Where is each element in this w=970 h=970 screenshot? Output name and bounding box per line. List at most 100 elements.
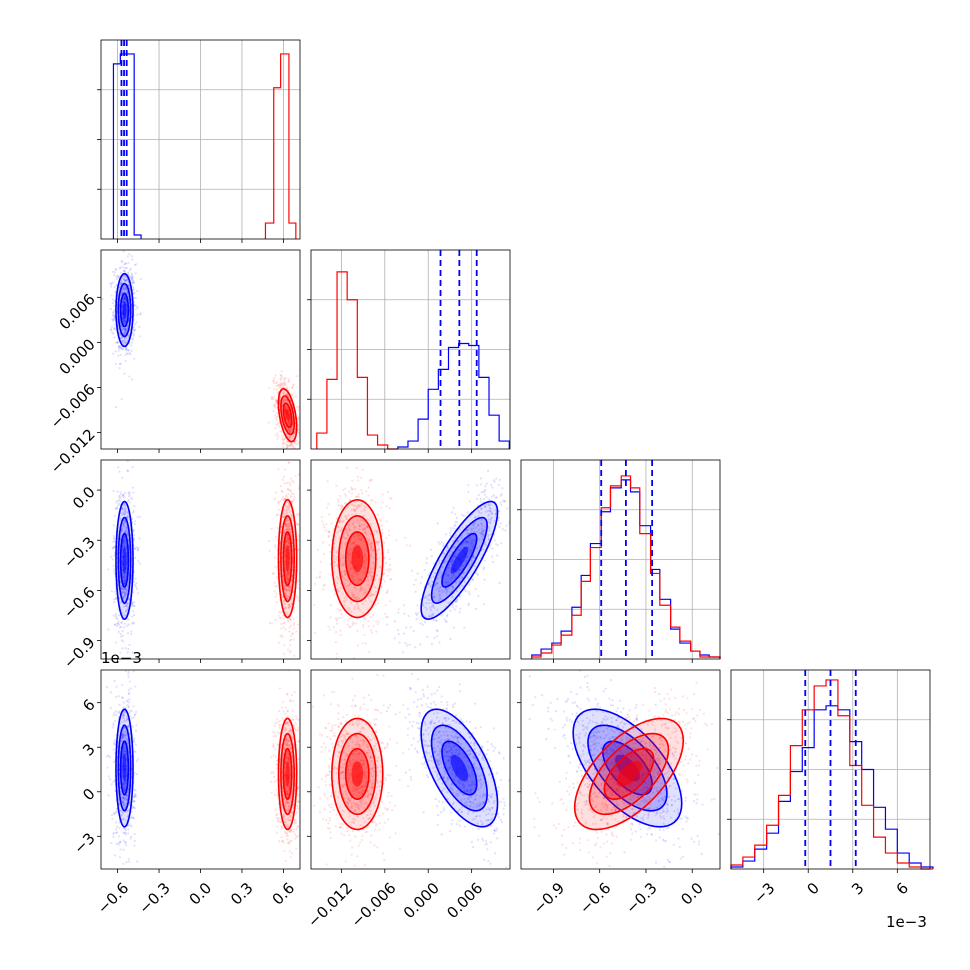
scatter-point <box>381 501 384 504</box>
scatter-point <box>133 771 136 774</box>
scatter-point <box>124 319 127 323</box>
scatter-point <box>132 878 134 880</box>
scatter-point <box>109 282 112 285</box>
scatter-point <box>115 501 118 504</box>
scatter-point <box>276 388 279 391</box>
scatter-point <box>117 502 120 505</box>
scatter-point <box>124 513 127 516</box>
scatter-point <box>128 253 131 256</box>
scatter-point <box>487 498 491 501</box>
scatter-point <box>498 581 501 585</box>
scatter-point <box>354 456 356 458</box>
scatter-point <box>136 306 139 309</box>
scatter-point <box>340 612 343 616</box>
scatter-point <box>471 578 474 581</box>
scatter-point <box>120 639 123 642</box>
axes-frame <box>520 459 721 660</box>
scatter-point <box>131 285 135 289</box>
scatter-point <box>123 297 126 300</box>
scatter-point <box>124 329 127 333</box>
scatter-point <box>287 506 290 509</box>
scatter-point <box>297 579 300 582</box>
scatter-point <box>280 376 283 379</box>
scatter-point <box>291 502 294 505</box>
scatter-point <box>440 614 443 617</box>
scatter-point <box>138 325 141 329</box>
scatter-point <box>379 519 382 522</box>
scatter-point <box>133 844 136 847</box>
scatter-point <box>126 699 129 702</box>
scatter-point <box>281 435 284 438</box>
scatter-point <box>127 272 130 275</box>
scatter-point <box>275 584 279 587</box>
scatter-point <box>121 513 124 517</box>
scatter-point <box>293 654 296 657</box>
scatter-point <box>313 603 316 607</box>
scatter-point <box>395 539 398 542</box>
scatter-point <box>449 531 452 534</box>
scatter-point <box>284 405 287 408</box>
scatter-point <box>279 499 282 503</box>
scatter-point <box>126 532 129 536</box>
scatter-point <box>302 589 304 591</box>
scatter-point <box>135 582 138 585</box>
scatter-point <box>284 529 287 532</box>
scatter-point <box>336 622 339 625</box>
scatter-point <box>123 541 126 545</box>
scatter-point <box>123 511 126 514</box>
scatter-point <box>134 272 137 275</box>
scatter-point <box>516 482 518 484</box>
scatter-point <box>112 568 116 571</box>
scatter-point <box>287 440 290 444</box>
scatter-point <box>112 534 115 538</box>
scatter-point <box>425 557 429 560</box>
scatter-point <box>134 743 138 746</box>
scatter-point <box>467 590 470 594</box>
scatter-point <box>120 324 123 327</box>
scatter-point <box>134 556 137 560</box>
scatter-point <box>270 397 273 400</box>
scatter-point <box>288 451 290 453</box>
scatter-point <box>113 570 116 573</box>
scatter-point <box>288 603 291 606</box>
scatter-point <box>133 583 137 587</box>
scatter-point <box>282 537 285 540</box>
scatter-point <box>122 297 125 301</box>
scatter-point <box>132 279 135 282</box>
scatter-point <box>313 631 317 634</box>
scatter-point <box>279 374 282 377</box>
scatter-point <box>112 540 115 543</box>
scatter-point <box>385 568 388 572</box>
histogram-series <box>531 475 721 659</box>
scatter-point <box>355 622 358 625</box>
scatter-point <box>133 547 137 550</box>
scatter-point <box>287 524 290 527</box>
scatter-point <box>479 497 482 501</box>
scatter-point <box>120 588 123 591</box>
scatter-point <box>111 331 114 334</box>
scatter-point <box>286 571 289 575</box>
scatter-point <box>130 604 133 607</box>
scatter-point <box>285 506 288 509</box>
scatter-point <box>120 529 123 532</box>
scatter-point <box>119 282 122 285</box>
scatter-point <box>288 568 291 571</box>
scatter-point <box>293 432 296 435</box>
scatter-point <box>294 454 296 456</box>
scatter-point <box>283 398 287 401</box>
scatter-point <box>290 496 293 499</box>
scatter-point <box>293 606 296 609</box>
scatter-point <box>279 382 282 385</box>
scatter-point <box>112 748 115 751</box>
scatter-point <box>455 520 458 524</box>
scatter-point <box>490 555 493 558</box>
scatter-point <box>273 497 277 501</box>
scatter-point <box>296 416 299 420</box>
scatter-point <box>282 581 286 584</box>
scatter-point <box>123 545 126 548</box>
scatter-point <box>282 441 286 444</box>
scatter-point <box>338 494 342 498</box>
scatter-point <box>284 525 288 528</box>
scatter-point <box>123 297 126 300</box>
